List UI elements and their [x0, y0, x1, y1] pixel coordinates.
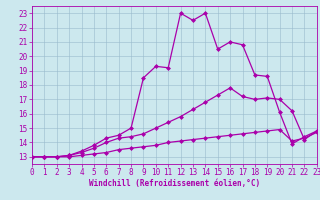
X-axis label: Windchill (Refroidissement éolien,°C): Windchill (Refroidissement éolien,°C): [89, 179, 260, 188]
